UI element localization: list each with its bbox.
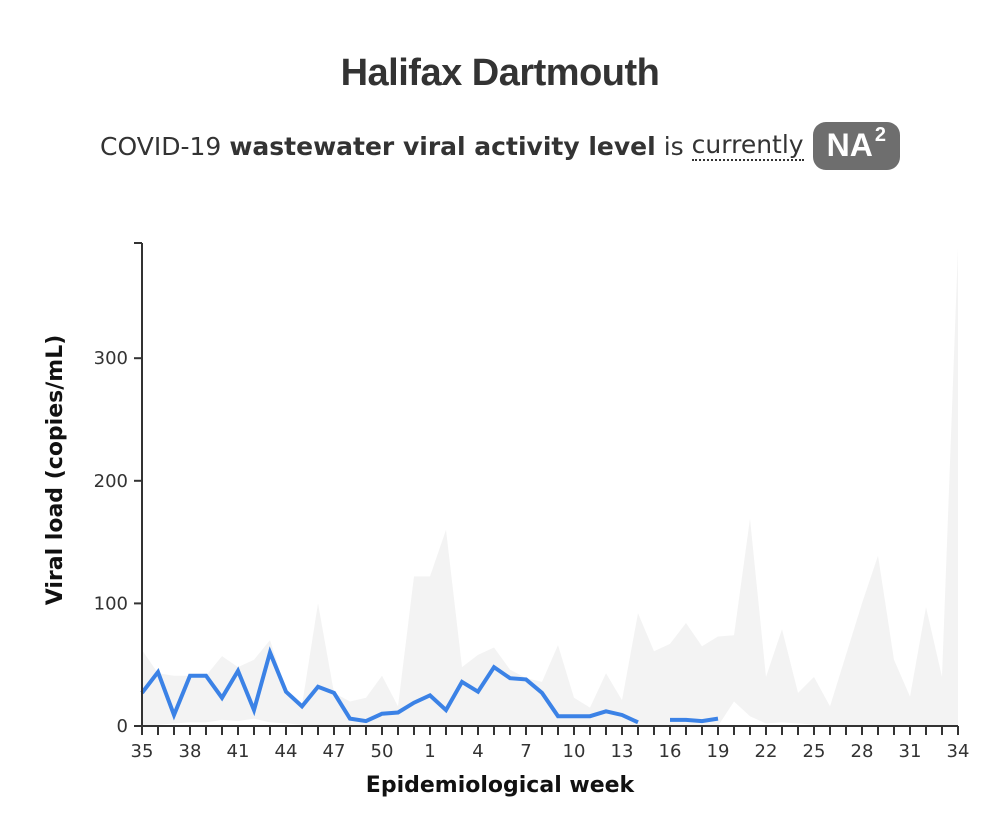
x-tick-label: 10	[563, 741, 586, 762]
y-tick-label: 100	[94, 593, 128, 614]
x-tick-label: 38	[179, 741, 202, 762]
x-tick-label: 13	[611, 741, 634, 762]
x-tick-label: 28	[851, 741, 874, 762]
y-tick-label: 200	[94, 471, 128, 492]
site-range-band	[142, 247, 958, 727]
x-tick-label: 22	[755, 741, 778, 762]
range-band-area	[142, 247, 958, 727]
subtitle-prefix: COVID-19	[100, 131, 222, 161]
line-segment	[670, 716, 719, 724]
x-tick-label: 7	[520, 741, 531, 762]
x-tick-label: 41	[227, 741, 250, 762]
activity-level-statement: COVID-19 wastewater viral activity level…	[0, 122, 1000, 170]
x-tick-label: 34	[947, 741, 970, 762]
x-tick-label: 31	[899, 741, 922, 762]
subtitle-bold: wastewater viral activity level	[229, 131, 656, 161]
x-tick-label: 35	[131, 741, 154, 762]
currently-tooltip-trigger[interactable]: currently	[691, 130, 804, 161]
x-tick-label: 19	[707, 741, 730, 762]
y-axis-title: Viral load (copies/mL)	[43, 335, 68, 606]
x-tick-label: 1	[424, 741, 435, 762]
x-tick-label: 47	[323, 741, 346, 762]
footnote-marker[interactable]: 2	[874, 124, 886, 146]
activity-level-badge: NA 2	[812, 122, 900, 170]
x-tick-label: 16	[659, 741, 682, 762]
y-tick-label: 300	[94, 348, 128, 369]
y-tick-label: 0	[117, 716, 128, 737]
x-tick-label: 4	[472, 741, 483, 762]
badge-text: NA	[826, 127, 873, 163]
x-tick-label: 44	[275, 741, 298, 762]
x-axis-title: Epidemiological week	[366, 773, 636, 798]
chart-title: Halifax Dartmouth	[340, 52, 660, 94]
viral-load-line	[140, 646, 719, 725]
subtitle-is: is	[663, 131, 684, 161]
line-segment	[140, 646, 639, 725]
x-tick-label: 25	[803, 741, 826, 762]
x-tick-label: 50	[371, 741, 394, 762]
